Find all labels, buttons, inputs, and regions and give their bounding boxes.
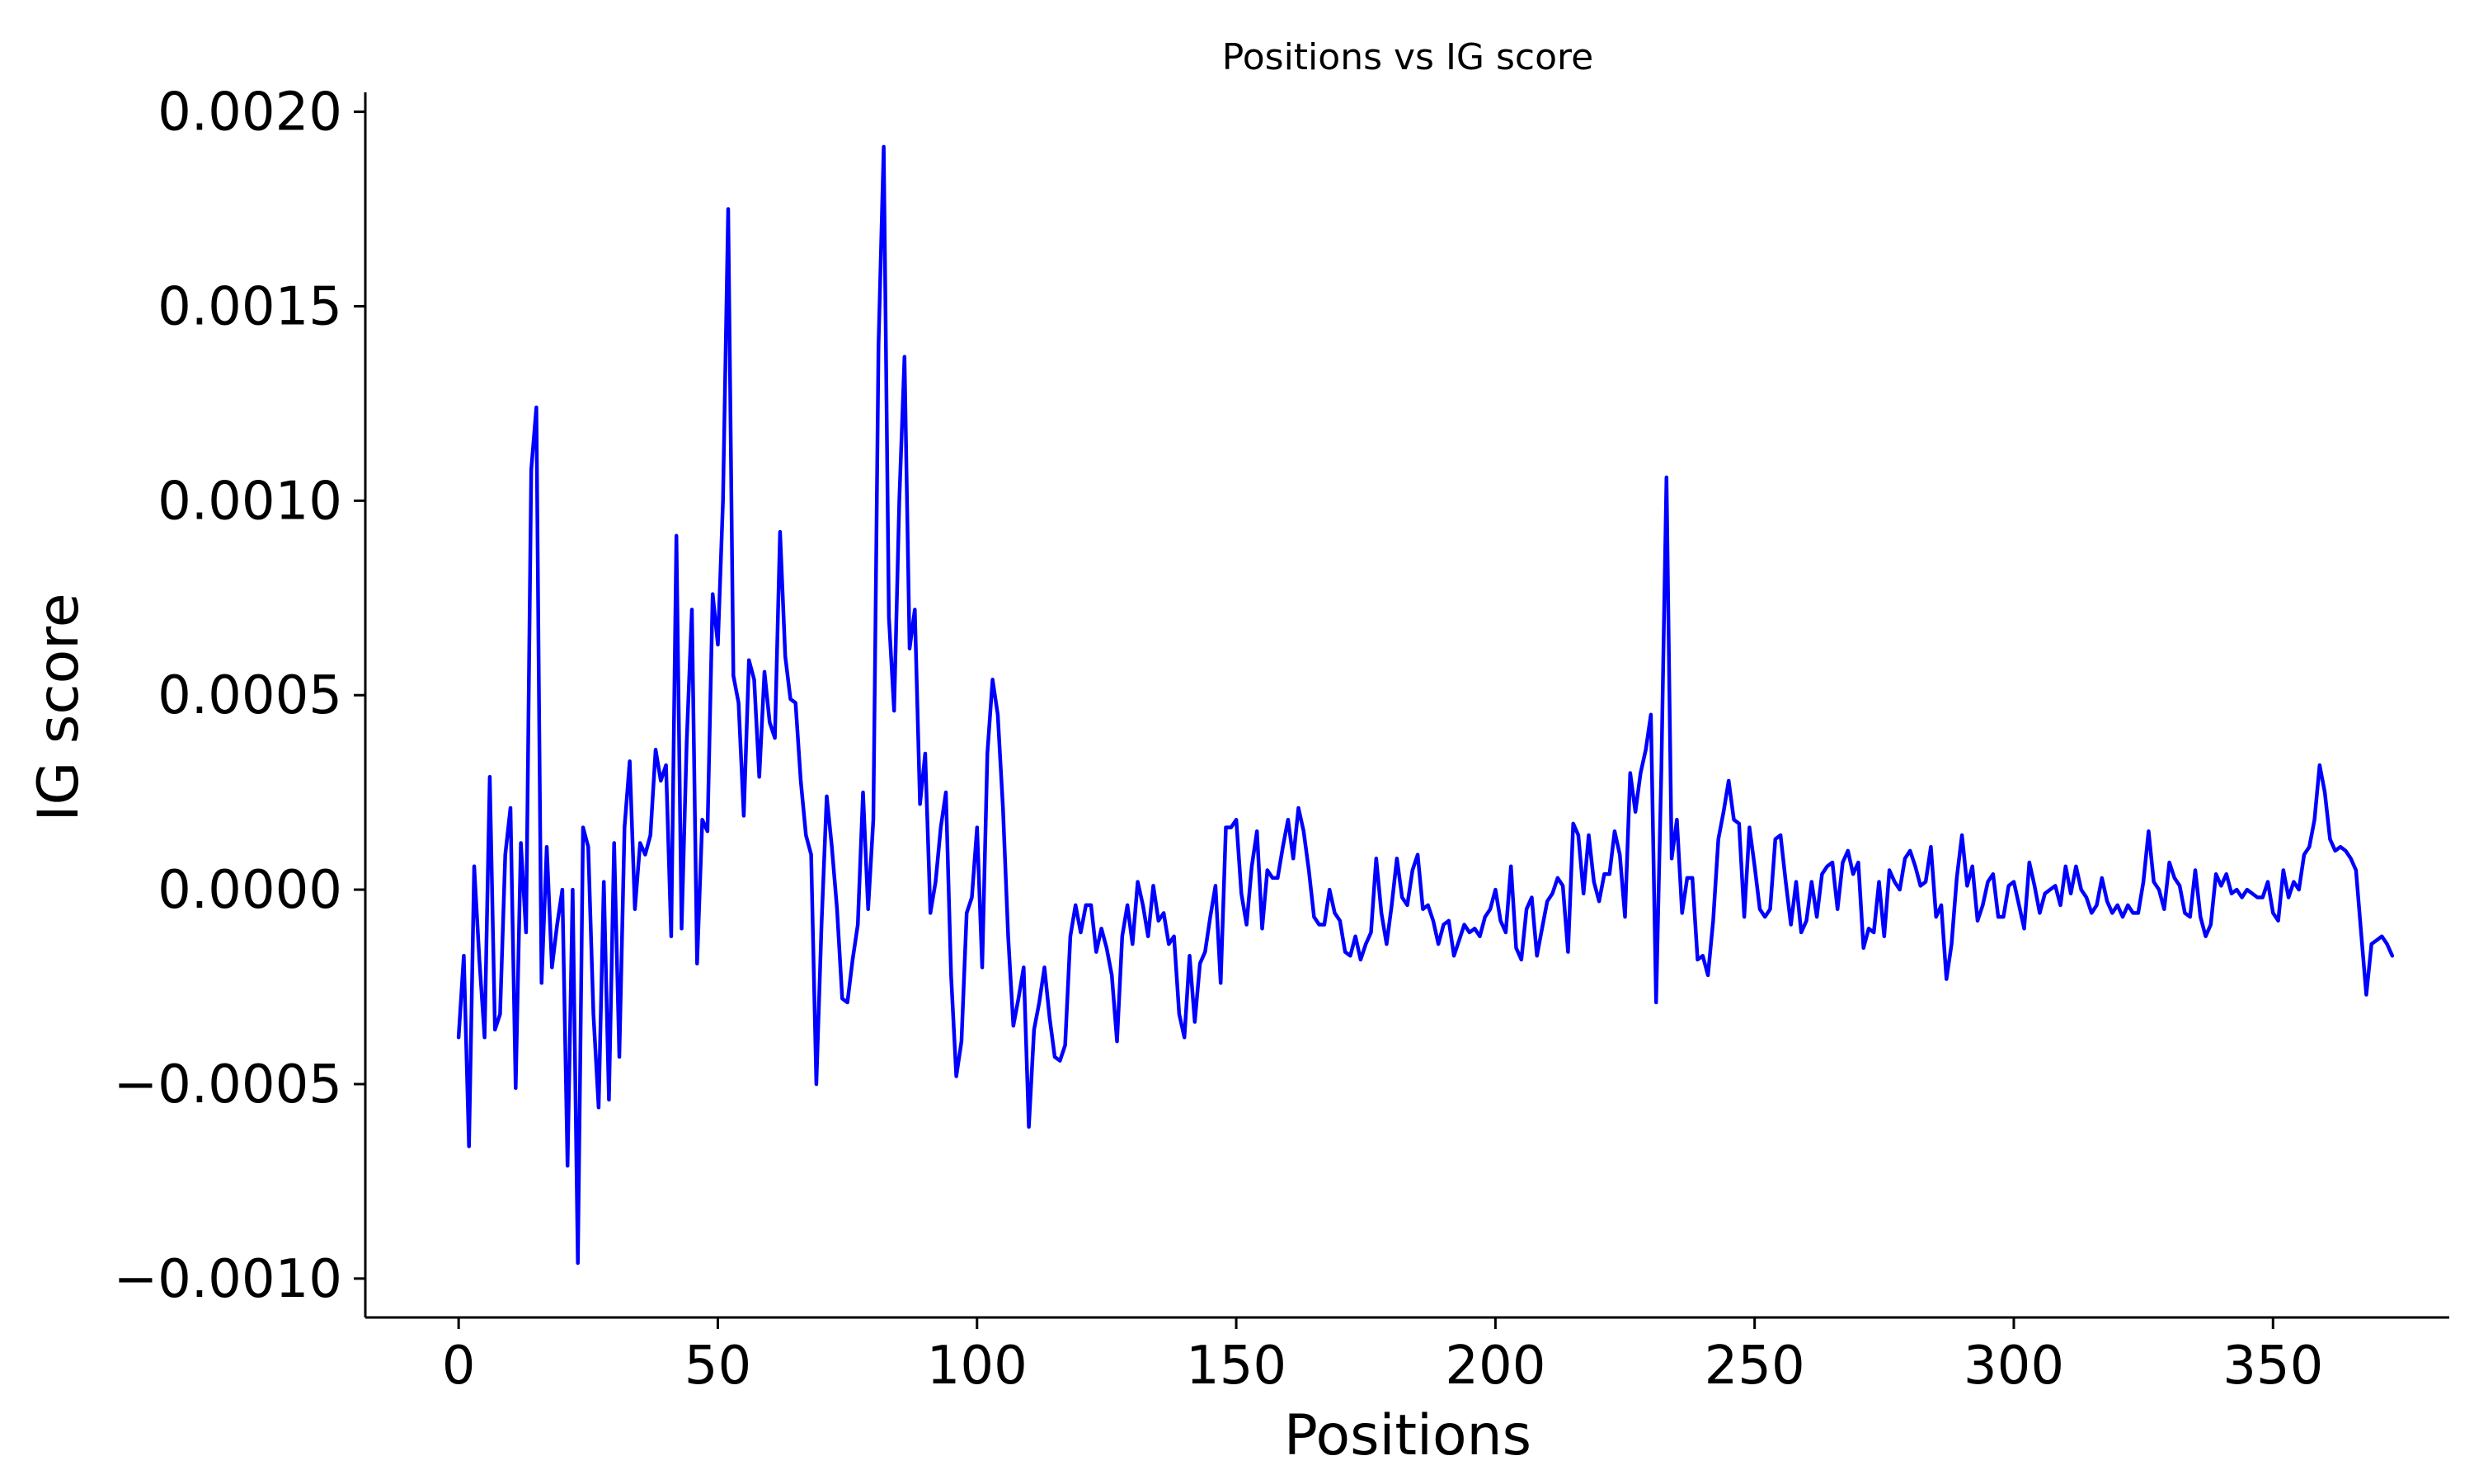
y-tick-label: −0.0005 <box>113 1054 342 1115</box>
y-tick-label: 0.0010 <box>158 471 342 532</box>
x-axis-ticks: 0 50 100 150 200 250 300 350 <box>442 1317 2323 1397</box>
x-tick-label: 100 <box>927 1336 1028 1397</box>
y-tick-label: 0.0015 <box>158 276 342 337</box>
y-tick-label: 0.0005 <box>158 665 342 726</box>
x-tick-label: 350 <box>2222 1336 2323 1397</box>
series-layer <box>456 144 2395 1266</box>
x-tick-label: 300 <box>1964 1336 2064 1397</box>
x-tick-label: 250 <box>1705 1336 1805 1397</box>
x-tick-label: 200 <box>1445 1336 1545 1397</box>
y-axis-label: IG score <box>26 593 92 821</box>
y-axis-ticks: −0.0010 −0.0005 0.0000 0.0005 0.0010 0.0015 0.… <box>113 82 365 1310</box>
y-tick-label: 0.0000 <box>158 860 342 921</box>
y-tick-label: −0.0010 <box>113 1249 342 1310</box>
x-axis-label: Positions <box>1284 1403 1531 1468</box>
chart-title: Positions vs IG score <box>1222 36 1593 78</box>
y-tick-label: 0.0020 <box>158 82 342 143</box>
x-tick-label: 50 <box>684 1336 751 1397</box>
ig-score-line <box>456 144 2395 1266</box>
x-tick-label: 150 <box>1186 1336 1286 1397</box>
x-tick-label: 0 <box>442 1336 476 1397</box>
